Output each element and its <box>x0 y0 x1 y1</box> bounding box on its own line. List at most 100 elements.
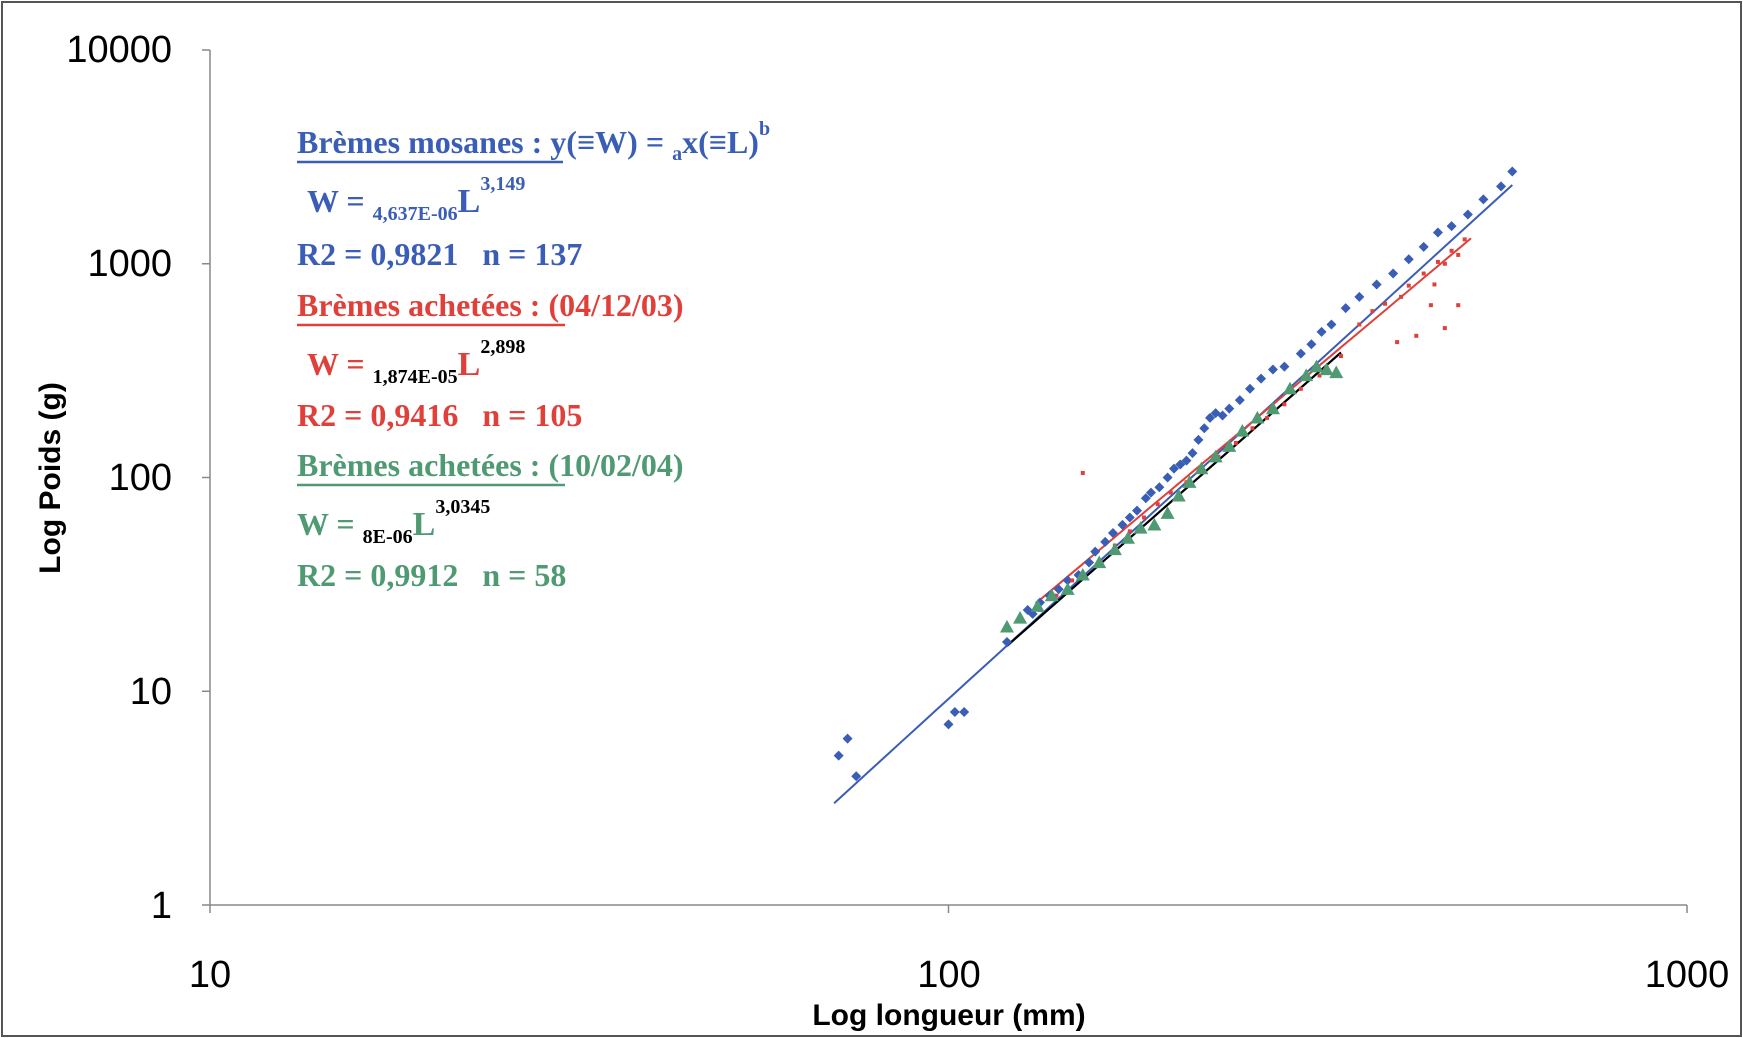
data-point-dot <box>1155 502 1160 507</box>
annotation-text: x(≡L) <box>682 124 759 160</box>
data-point-triangle <box>1282 381 1297 395</box>
data-point-diamond <box>1154 482 1165 493</box>
data-point-diamond <box>1340 303 1351 314</box>
annotation-achetees2-stats: R2 = 0,9912 n = 58 <box>297 557 566 593</box>
data-point-diamond <box>1496 181 1507 192</box>
data-point-triangle <box>1309 359 1324 373</box>
annotation-text: : (10/02/04) <box>522 447 684 483</box>
x-tick-label: 1000 <box>1645 954 1730 996</box>
annotation-achetees1-equation: W = 1,874E-05L2,898 <box>307 336 525 388</box>
data-point-dot <box>1383 301 1388 306</box>
data-point-diamond <box>1132 505 1143 516</box>
annotation-text: Brèmes mosanes <box>297 124 524 160</box>
data-point-diamond <box>1446 221 1457 232</box>
data-point-diamond <box>1279 361 1290 372</box>
data-point-dot <box>1250 426 1255 431</box>
annotation-text: L <box>458 346 481 383</box>
data-point-dot <box>1456 252 1461 257</box>
data-point-triangle <box>1235 424 1250 437</box>
data-point-diamond <box>1145 487 1156 498</box>
data-point-dot <box>1399 294 1404 299</box>
data-point-dot <box>1298 386 1303 391</box>
data-point-dot <box>1406 283 1411 288</box>
data-point-triangle <box>1208 449 1223 463</box>
data-point-dot <box>1442 326 1447 331</box>
data-point-dot <box>1435 259 1440 264</box>
data-point-triangle <box>1194 461 1209 475</box>
data-point-diamond <box>949 706 960 717</box>
y-tick-label: 10 <box>130 671 172 713</box>
annotation-text: W = <box>307 346 373 382</box>
data-point-diamond <box>1100 536 1111 547</box>
data-point-diamond <box>1326 319 1337 330</box>
y-tick-label: 1000 <box>87 243 172 285</box>
data-point-triangle <box>1030 599 1045 612</box>
data-point-diamond <box>1371 279 1382 290</box>
data-point-diamond <box>1162 472 1173 483</box>
data-point-triangle <box>1107 542 1122 556</box>
x-tick-label: 100 <box>917 954 980 996</box>
data-point-diamond <box>1267 364 1278 375</box>
data-point-triangle <box>1160 506 1175 519</box>
data-point-diamond <box>1084 557 1095 568</box>
data-point-diamond <box>1053 584 1064 595</box>
data-point-triangle <box>1182 475 1197 488</box>
data-point-diamond <box>1403 254 1414 265</box>
data-point-dot <box>1456 303 1461 308</box>
data-point-dot <box>1142 515 1147 520</box>
data-point-dot <box>1428 303 1433 308</box>
annotation-mosanes-stats: R2 = 0,9821 n = 137 <box>297 236 582 272</box>
data-point-diamond <box>1117 519 1128 530</box>
data-point-triangle <box>1075 567 1090 581</box>
data-point-triangle <box>1329 365 1344 379</box>
data-point-triangle <box>1092 555 1107 569</box>
annotation-achetees2-equation: W = 8E-06L3,0345 <box>297 496 490 548</box>
annotation-text: W = <box>297 506 363 542</box>
data-point-dot <box>1442 261 1447 266</box>
data-point-diamond <box>1169 463 1180 474</box>
data-point-diamond <box>959 706 970 717</box>
data-point-dot <box>1370 309 1375 314</box>
annotation-sub: 4,637E-06 <box>373 203 458 225</box>
data-point-diamond <box>1217 410 1228 421</box>
data-point-triangle <box>1013 611 1028 624</box>
annotation-text: W = <box>307 183 373 219</box>
data-point-dot <box>1070 578 1075 583</box>
data-point-dot <box>1317 373 1322 378</box>
data-point-dot <box>1421 271 1426 276</box>
data-point-triangle <box>1133 521 1148 534</box>
annotation-achetees1-title: Brèmes achetées : (04/12/03) <box>297 287 684 323</box>
annotation-sup: 2,898 <box>480 336 525 358</box>
data-point-diamond <box>1462 209 1473 220</box>
annotation-achetees2-title: Brèmes achetées : (10/02/04) <box>297 447 684 483</box>
annotation-achetees1-stats: R2 = 0,9416 n = 105 <box>297 397 582 433</box>
data-point-dot <box>1432 282 1437 287</box>
data-point-dot <box>1357 322 1362 327</box>
data-point-triangle <box>1147 517 1162 531</box>
data-point-diamond <box>1181 455 1192 466</box>
data-point-dot <box>1233 441 1238 446</box>
annotation-sub: 1,874E-05 <box>373 366 458 388</box>
annotation-mosanes-title: Brèmes mosanes : y(≡W) = ax(≡L)b <box>297 118 770 165</box>
trend-line <box>833 184 1513 804</box>
data-point-diamond <box>1140 493 1151 504</box>
data-point-triangle <box>999 619 1014 633</box>
annotation-sub: a <box>672 143 682 165</box>
data-point-dot <box>1338 354 1343 359</box>
x-tick-label: 10 <box>189 954 231 996</box>
data-point-diamond <box>1295 348 1306 359</box>
data-point-diamond <box>1187 448 1198 459</box>
data-point-diamond <box>1418 241 1429 252</box>
annotation-text: Brèmes achetées <box>297 447 522 483</box>
x-axis-title: Log longueur (mm) <box>812 999 1085 1032</box>
data-point-triangle <box>1044 588 1059 602</box>
data-point-diamond <box>1256 373 1267 384</box>
data-point-triangle <box>1120 531 1135 544</box>
data-point-diamond <box>1107 527 1118 538</box>
data-point-dot <box>1168 490 1173 495</box>
data-point-triangle <box>1222 439 1237 452</box>
annotation-sup: b <box>759 118 770 140</box>
annotation-text: : y(≡W) = <box>524 124 672 160</box>
